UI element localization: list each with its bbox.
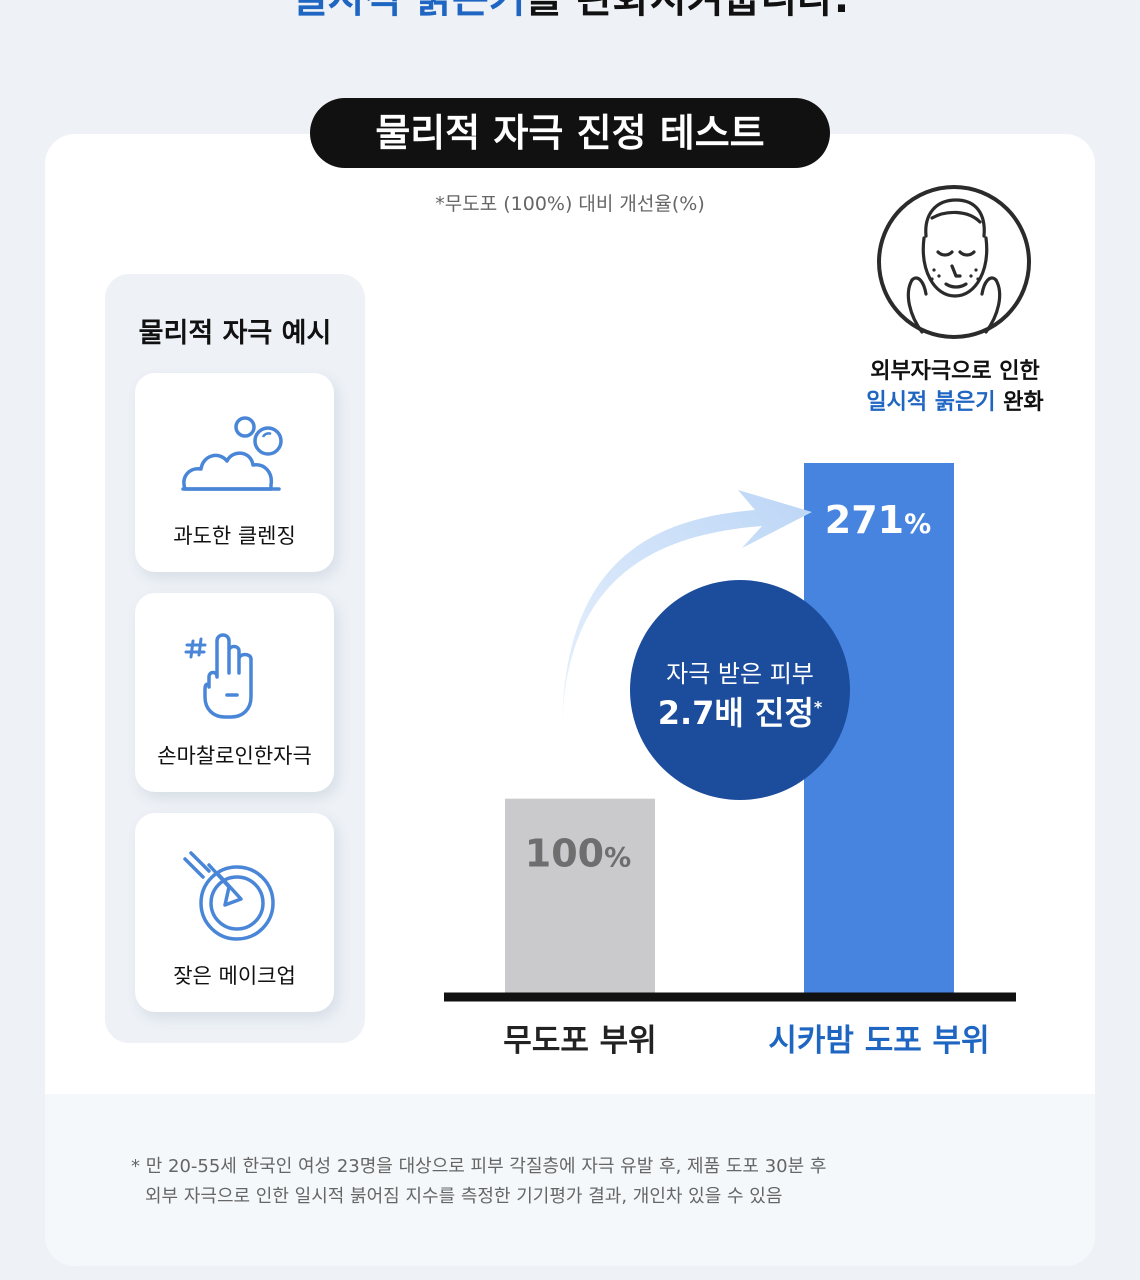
footnote-line-2: 외부 자극으로 인한 일시적 붉어짐 지수를 측정한 기기평가 결과, 개인차 … [145,1186,783,1207]
stat-asterisk: * [813,697,823,717]
makeup-brush-icon [183,851,275,941]
examples-panel: 물리적 자극 예시 과도한 클렌징 손마찰로인한자극 [105,274,365,1043]
category-label-2: 시카밤 도포 부위 [768,1023,989,1059]
foam-bubble-icon [181,416,283,491]
example-label: 손마찰로인한자극 [157,744,312,768]
headline-accent: 일시적 붉은기 [291,0,526,22]
growth-arrow [562,490,812,722]
example-card-cleansing: 과도한 클렌징 [135,373,334,572]
example-label: 과도한 클렌징 [173,524,296,548]
headline: 일시적 붉은기를 완화시켜줍니다. [0,0,1140,22]
improvement-note: *무도포 (100%) 대비 개선율(%) [435,193,705,215]
face-icon [877,185,1031,339]
face-caption-rest: 완화 [995,390,1044,415]
examples-title: 물리적 자극 예시 [138,318,332,349]
bar-value-label-2: 271% [825,498,931,542]
face-caption-line-2: 일시적 붉은기 완화 [830,384,1080,416]
improvement-stat-circle: 자극 받은 피부 2.7배 진정* [630,580,850,800]
stat-value: 2.7배 진정 [657,694,814,732]
bar-1 [505,798,655,995]
example-card-friction: 손마찰로인한자극 [135,593,334,792]
stat-line-1: 자극 받은 피부 [666,660,814,688]
footnote-line-1: * 만 20-55세 한국인 여성 23명을 대상으로 피부 각질층에 자극 유… [131,1156,827,1177]
headline-rest: 를 완화시켜줍니다. [526,0,850,22]
category-label-1: 무도포 부위 [503,1023,656,1059]
finger-rub-icon [184,633,253,719]
bar-value-label-1: 100% [525,832,631,876]
example-card-makeup: 잦은 메이크업 [135,813,334,1012]
face-caption-accent: 일시적 붉은기 [866,390,996,415]
stat-line-2: 2.7배 진정* [630,688,850,734]
face-caption-line-1: 외부자극으로 인한 [870,359,1040,384]
test-title: 물리적 자극 진정 테스트 [310,98,830,168]
footnote-band: * 만 20-55세 한국인 여성 23명을 대상으로 피부 각질층에 자극 유… [45,1094,1095,1266]
example-label: 잦은 메이크업 [173,964,296,988]
